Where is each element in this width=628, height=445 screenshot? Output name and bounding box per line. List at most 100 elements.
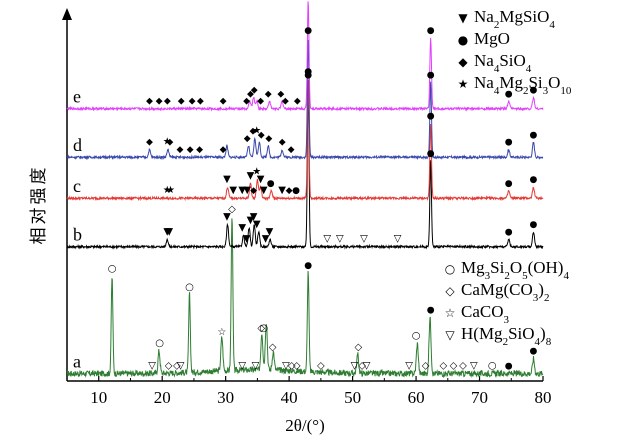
peak-marker: ▼ [238, 185, 246, 196]
legend-symbol: ▼ [458, 11, 468, 25]
series-line-b [66, 85, 544, 250]
peak-marker: ▼ [229, 185, 237, 196]
legend-top: ▼ Na2MgSiO4 ● MgO ◆ Na4SiO4 ★ Na4Mg2Si3O10 [458, 7, 572, 97]
peak-marker: ● [530, 220, 538, 230]
peak-marker: ◆ [244, 134, 251, 144]
curve-label-c: c [73, 176, 81, 196]
peak-marker: ▼ [243, 234, 251, 245]
peak-marker: ○ [412, 331, 421, 342]
legend-symbol: ★ [458, 77, 469, 91]
peak-marker: ● [304, 26, 312, 36]
peak-marker: ◆ [146, 138, 153, 148]
peak-marker: ◆ [156, 97, 163, 107]
x-tick-label: 40 [281, 388, 298, 407]
curve-label-b: b [73, 225, 82, 245]
peak-marker: ◇ [450, 361, 458, 372]
peak-marker: ○ [108, 264, 117, 275]
series-line-a [66, 218, 544, 379]
legend-label: MgO [474, 29, 510, 48]
peak-marker: ◆ [294, 97, 301, 107]
legend-label: Na4SiO4 [474, 51, 532, 75]
legend-symbol: ◆ [458, 55, 468, 69]
peak-marker: ▽ [238, 361, 246, 372]
peak-marker: ● [427, 149, 435, 159]
x-tick-label: 80 [535, 388, 552, 407]
peak-marker: ◆ [288, 145, 295, 155]
peak-marker: ● [304, 261, 312, 271]
peak-marker: ◇ [288, 361, 296, 372]
peak-marker: ◆ [197, 97, 204, 107]
peak-marker: ◆ [251, 86, 258, 96]
series-layer: a b c d e [66, 1, 544, 379]
peak-marker: ★ [252, 126, 261, 137]
peak-marker: ◆ [220, 97, 227, 107]
peak-marker: ★ [252, 167, 261, 178]
peak-marker: ◇ [422, 361, 430, 372]
peak-marker: ▽ [252, 361, 260, 372]
y-axis-arrow [62, 8, 72, 20]
curve-label-d: d [73, 135, 82, 155]
peak-marker: ▽ [336, 234, 344, 245]
peak-marker: ● [292, 186, 300, 196]
peak-marker: ● [267, 179, 275, 189]
peak-marker: ◇ [257, 323, 265, 334]
peak-marker: ★ [166, 185, 175, 196]
peak-marker: ◆ [196, 145, 203, 155]
peak-marker: ▽ [323, 234, 331, 245]
peak-marker: ● [530, 175, 538, 185]
peak-marker: ▽ [360, 234, 368, 245]
peak-marker: ◇ [269, 342, 277, 353]
peak-marker: ◆ [265, 89, 272, 99]
peak-marker: ○ [488, 361, 497, 372]
x-tick-label: 60 [408, 388, 425, 407]
curve-label-e: e [73, 87, 81, 107]
peak-marker: ▽ [177, 361, 185, 372]
series-line-d [66, 39, 544, 161]
peak-marker: ◆ [258, 130, 265, 140]
peak-marker: ◇ [354, 342, 362, 353]
peak-marker: ◆ [166, 138, 173, 148]
peak-marker: ▼ [223, 211, 231, 222]
peak-marker: ◇ [293, 361, 301, 372]
series-line-c [66, 79, 544, 202]
peak-marker: ● [505, 227, 513, 237]
peak-marker: ◇ [173, 361, 181, 372]
peak-marker: ● [427, 306, 435, 316]
peak-marker: ◇ [358, 361, 366, 372]
peak-marker: ● [530, 347, 538, 357]
peak-marker: ● [304, 67, 312, 77]
peak-marker: ☆ [217, 327, 226, 338]
peak-marker: ◆ [250, 186, 257, 196]
peak-marker: ◆ [286, 186, 293, 196]
peak-marker: ○ [155, 338, 164, 349]
legend-symbol: ○ [445, 262, 455, 276]
peak-marker: ▼ [223, 174, 231, 185]
legend-bottom: ○ Mg3Si2O5(OH)4 ◇ CaMg(CO3)2 ☆ CaCO3 ▽ H(Mg2SiO… [445, 258, 570, 348]
peak-marker: ★ [163, 137, 172, 148]
peak-marker: ◇ [440, 361, 448, 372]
legend-label: CaMg(CO3)2 [461, 280, 549, 304]
legend-label: Na4Mg2Si3O10 [474, 73, 572, 97]
legend-symbol: ▽ [445, 328, 455, 342]
peak-marker: ◆ [249, 127, 256, 137]
curve-label-a: a [73, 352, 81, 372]
peak-marker: ▽ [394, 234, 402, 245]
peak-marker: ▼ [163, 226, 171, 237]
peak-marker: ○ [185, 282, 194, 293]
x-tick-label: 50 [344, 388, 361, 407]
x-tick-label: 20 [154, 388, 171, 407]
peak-marker: ● [427, 112, 435, 122]
peak-marker: ▽ [148, 361, 156, 372]
legend-symbol: ◇ [445, 284, 455, 298]
peak-marker: ▽ [363, 361, 371, 372]
peak-marker: ◆ [177, 145, 184, 155]
peak-marker: ◆ [189, 97, 196, 107]
peak-marker: ◇ [317, 361, 325, 372]
y-axis-title: 相对强度 [29, 165, 48, 245]
peak-marker: ● [530, 86, 538, 96]
peak-marker: ◆ [277, 89, 284, 99]
axes: 10 20 30 40 50 60 70 80 [62, 8, 552, 407]
legend-symbol: ● [458, 33, 468, 47]
peak-marker: ▼ [243, 185, 251, 196]
